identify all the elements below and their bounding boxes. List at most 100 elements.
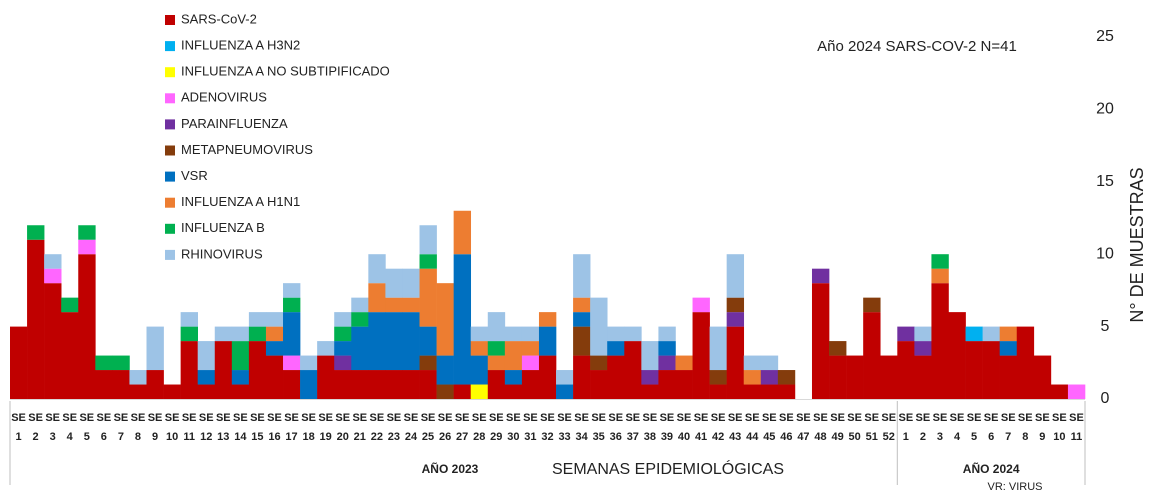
x-tick-prefix: SE	[131, 412, 146, 424]
x-tick-label: 9	[152, 431, 158, 443]
bar-segment	[709, 384, 727, 399]
legend-label: VSR	[181, 168, 208, 183]
x-tick-label: 4	[67, 431, 74, 443]
x-tick-label: 52	[883, 431, 895, 443]
x-tick-label: 21	[354, 431, 366, 443]
x-tick-prefix: SE	[540, 412, 555, 424]
bar-segment	[1016, 326, 1035, 399]
bar-segment	[948, 312, 966, 399]
legend-swatch	[165, 145, 175, 156]
bar-segment	[231, 384, 250, 399]
bar-segment	[487, 341, 506, 356]
bar-segment	[709, 326, 727, 371]
legend-label: INFLUENZA A NO SUBTIPIFICADO	[181, 64, 390, 79]
legend-swatch	[165, 15, 175, 25]
x-tick-label: 44	[746, 431, 759, 443]
y-tick-label: 20	[1096, 101, 1114, 118]
x-tick-prefix: SE	[11, 412, 26, 424]
x-tick-prefix: SE	[438, 412, 453, 424]
bar-segment	[436, 283, 454, 356]
bar-segment	[95, 355, 113, 371]
bar-segment	[777, 370, 796, 385]
bar-segment	[931, 283, 949, 399]
bar-segment	[129, 370, 147, 385]
legend-swatch	[165, 249, 175, 260]
bar-segment	[760, 355, 779, 371]
bar-segment	[504, 341, 523, 371]
y-tick-label: 10	[1096, 245, 1114, 262]
bar-segment	[624, 326, 642, 342]
bar-segment	[214, 341, 233, 399]
bar-segment	[334, 326, 352, 342]
bar-segment	[146, 370, 164, 399]
bar-segment	[521, 355, 540, 371]
y-tick-label: 0	[1101, 390, 1110, 407]
x-tick-label: 3	[937, 431, 943, 443]
bar-segment	[999, 341, 1018, 356]
bar-segment	[573, 355, 591, 399]
bar-segment	[231, 370, 250, 385]
x-tick-label: 20	[337, 431, 349, 443]
x-tick-prefix: SE	[404, 412, 419, 424]
bar-segment	[419, 355, 437, 371]
bar-segment	[61, 312, 79, 399]
bar-segment	[385, 370, 403, 399]
x-tick-label: 39	[661, 431, 673, 443]
x-tick-label: 5	[84, 431, 90, 443]
x-tick-prefix: SE	[165, 412, 180, 424]
x-tick-label: 34	[576, 431, 589, 443]
bar-segment	[265, 326, 284, 342]
y-tick-label: 15	[1096, 173, 1114, 190]
x-tick-label: 2	[920, 431, 926, 443]
bar-segment	[999, 326, 1018, 342]
bar-segment	[163, 384, 181, 399]
x-tick-label: 28	[473, 431, 485, 443]
bar-segment	[334, 370, 352, 399]
bar-segment	[863, 312, 881, 399]
x-tick-label: 41	[695, 431, 707, 443]
x-tick-prefix: SE	[284, 412, 299, 424]
bar-segment	[27, 225, 45, 240]
legend-label: PARAINFLUENZA	[181, 116, 288, 131]
x-axis-label: SEMANAS EPIDEMIOLÓGICAS	[552, 459, 784, 478]
x-tick-label: 27	[456, 431, 468, 443]
x-tick-prefix: SE	[1035, 412, 1050, 424]
bar-segment	[897, 341, 915, 399]
x-tick-prefix: SE	[898, 412, 913, 424]
x-tick-label: 9	[1039, 431, 1045, 443]
legend-label: SARS-CoV-2	[181, 11, 257, 26]
bar-segment	[436, 384, 454, 399]
bar-segment	[658, 355, 676, 371]
bar-segment	[10, 326, 28, 399]
bar-segment	[453, 210, 472, 255]
x-tick-prefix: SE	[950, 412, 965, 424]
bar-segment	[436, 355, 454, 385]
x-tick-prefix: SE	[1069, 412, 1084, 424]
bar-segment	[214, 326, 233, 342]
bar-segment	[914, 326, 932, 342]
note: VR: VIRUS	[987, 481, 1042, 493]
bar-segment	[78, 254, 96, 399]
bar-segment	[521, 326, 540, 342]
bar-segment	[197, 384, 216, 399]
bar-segment	[419, 225, 437, 255]
bar-segment	[521, 341, 540, 356]
x-tick-label: 1	[15, 431, 21, 443]
x-tick-prefix: SE	[28, 412, 43, 424]
bar-segment	[658, 326, 676, 342]
bar-segment	[590, 297, 608, 356]
legend-label: METAPNEUMOVIRUS	[181, 142, 313, 157]
bar-segment	[283, 355, 301, 371]
bar-segment	[760, 384, 779, 399]
x-tick-label: 45	[763, 431, 775, 443]
bar-segment	[283, 297, 301, 313]
x-tick-label: 3	[50, 431, 56, 443]
bar-segment	[300, 355, 318, 371]
bar-segment	[914, 341, 932, 356]
bar-segment	[368, 254, 386, 284]
bar-segment	[760, 370, 779, 385]
x-tick-label: 37	[627, 431, 639, 443]
legend-label: INFLUENZA A H1N1	[181, 194, 300, 209]
bar-segment	[743, 370, 762, 385]
y-tick-label: 5	[1101, 318, 1110, 335]
